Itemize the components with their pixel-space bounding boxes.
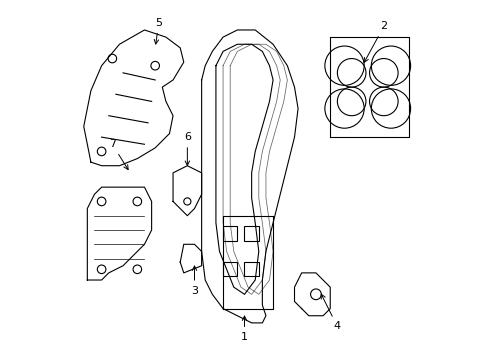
Text: 4: 4	[321, 294, 340, 332]
Text: 1: 1	[241, 316, 247, 342]
Bar	[223, 226, 237, 241]
Text: 7: 7	[108, 139, 128, 170]
Text: 3: 3	[191, 266, 198, 296]
Text: 2: 2	[364, 21, 386, 62]
Text: 6: 6	[183, 132, 190, 165]
Bar	[244, 262, 258, 276]
Bar	[244, 226, 258, 241]
Bar	[223, 262, 237, 276]
Text: 5: 5	[154, 18, 162, 44]
